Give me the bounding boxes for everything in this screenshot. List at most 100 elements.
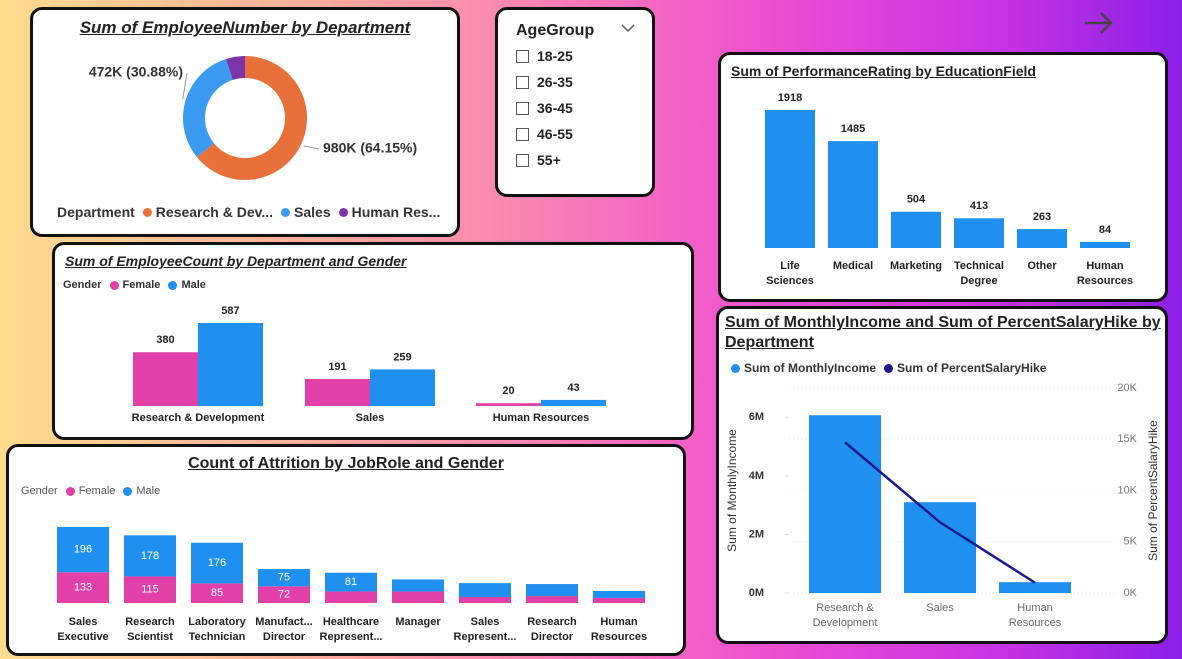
data-label: 75 bbox=[278, 572, 290, 584]
chart-title: Sum of EmployeeCount by Department and G… bbox=[65, 253, 407, 269]
legend-swatch bbox=[123, 486, 133, 496]
slicer-chevron[interactable] bbox=[620, 22, 636, 34]
category-label: Medical bbox=[832, 260, 874, 272]
bar bbox=[999, 582, 1071, 593]
legend-label: Research & Dev... bbox=[155, 204, 274, 220]
legend-label: Female bbox=[122, 279, 161, 291]
legend-label: Male bbox=[136, 485, 161, 497]
bar-segment bbox=[593, 590, 645, 598]
category-label: Sales Executive bbox=[57, 616, 109, 643]
pie-slice bbox=[225, 56, 245, 80]
legend-label: Human Res... bbox=[351, 204, 441, 220]
legend-label: Female bbox=[78, 485, 116, 497]
legend-swatch bbox=[142, 207, 152, 217]
slicer-title: AgeGroup bbox=[516, 22, 595, 39]
bar-segment bbox=[392, 579, 444, 592]
chart: 0K 5K 10K 15K 20K 0M 2M 4M 6M Sum of MonthlyIncom… bbox=[725, 382, 1160, 599]
y-tick-label: 0M bbox=[749, 587, 764, 599]
category-label: Research Director bbox=[527, 616, 577, 643]
bar-segment bbox=[526, 584, 578, 597]
y2-tick-label: 0K bbox=[1124, 587, 1138, 599]
legend: Sum of MonthlyIncome Sum of PercentSalary… bbox=[727, 361, 1046, 375]
category-label: Manager bbox=[395, 616, 441, 628]
slicer-item[interactable]: 26-35 bbox=[516, 69, 573, 95]
bar-segment bbox=[191, 583, 243, 603]
slicer-item-label: 18-25 bbox=[537, 48, 573, 64]
y-tick-label: 4M bbox=[749, 470, 764, 482]
donut-panel: Sum of EmployeeNumber by Department 980K… bbox=[30, 7, 460, 237]
legend-swatch bbox=[281, 207, 291, 217]
category-label: Human Resources bbox=[1076, 260, 1134, 287]
category-label: Laboratory Technician bbox=[188, 616, 246, 643]
legend-swatch bbox=[731, 363, 740, 373]
data-label: 84 bbox=[1099, 224, 1112, 236]
bar-segment bbox=[191, 542, 243, 584]
y2-tick-label: 20K bbox=[1117, 382, 1137, 394]
legend-label: Sales bbox=[294, 204, 331, 220]
data-label: 178 bbox=[141, 550, 159, 562]
y-tick-label: 6M bbox=[749, 411, 764, 423]
legend-label: Sum of MonthlyIncome bbox=[744, 361, 876, 375]
bar-segment bbox=[325, 572, 377, 592]
category-label: Marketing bbox=[890, 260, 942, 272]
legend-swatch bbox=[884, 363, 893, 373]
bar bbox=[891, 211, 941, 248]
income-panel: Sum of MonthlyIncome and Sum of PercentS… bbox=[716, 306, 1168, 644]
legend-swatch bbox=[109, 280, 119, 290]
checkbox bbox=[516, 127, 529, 141]
bar bbox=[370, 369, 435, 406]
data-label: 380 bbox=[156, 334, 174, 346]
bar bbox=[1017, 229, 1067, 248]
category-label: Human Resources bbox=[1008, 602, 1062, 629]
line-series bbox=[844, 441, 1036, 584]
bar bbox=[809, 415, 881, 593]
y2-tick-label: 10K bbox=[1117, 484, 1137, 496]
pie-slice bbox=[182, 59, 233, 158]
bar bbox=[305, 378, 370, 406]
y-tick-label: 2M bbox=[749, 528, 764, 540]
data-label: 196 bbox=[74, 544, 92, 556]
leader-line bbox=[303, 145, 320, 150]
category-label: Manufact... Director bbox=[255, 616, 313, 643]
bar-segment bbox=[124, 576, 176, 603]
data-label: 504 bbox=[907, 194, 926, 206]
data-label: 587 bbox=[221, 305, 239, 317]
y2-axis-title: Sum of PercentSalaryHike bbox=[1146, 420, 1160, 561]
data-label: 81 bbox=[345, 576, 357, 588]
legend-label: Male bbox=[181, 279, 206, 291]
data-label: 20 bbox=[502, 385, 514, 397]
slicer-item[interactable]: 46-55 bbox=[516, 121, 573, 147]
data-label: 1918 bbox=[778, 92, 802, 104]
bar-segment bbox=[57, 527, 109, 573]
bar bbox=[476, 403, 541, 406]
legend-swatch bbox=[168, 280, 178, 290]
data-label: 85 bbox=[211, 587, 223, 599]
pie-slice bbox=[196, 56, 307, 180]
category-label: Research & Development bbox=[131, 412, 265, 424]
chart: 980K (64.15%) 472K (30.88%) bbox=[89, 56, 417, 180]
category-label: Research Scientist bbox=[125, 616, 175, 643]
legend: Department Research & Dev... Sales Human Re… bbox=[57, 204, 440, 220]
legend-label: Sum of PercentSalaryHike bbox=[897, 361, 1047, 375]
bar bbox=[954, 218, 1004, 248]
slicer-item[interactable]: 36-45 bbox=[516, 95, 573, 121]
slicer-item[interactable]: 18-25 bbox=[516, 43, 573, 69]
next-arrow-icon[interactable] bbox=[1082, 8, 1116, 38]
category-label: Sales Represent... bbox=[453, 616, 517, 643]
bar-segment bbox=[325, 591, 377, 603]
bar bbox=[541, 399, 606, 406]
bar-segment bbox=[593, 597, 645, 603]
chart: 133 196 115 178 85 176 72 75 81 bbox=[57, 527, 645, 603]
chart: 380 587 191 259 20 43 bbox=[133, 305, 606, 406]
category-label: Research & Development bbox=[812, 602, 878, 629]
data-label: 176 bbox=[208, 557, 226, 569]
slicer-item[interactable]: 55+ bbox=[516, 147, 573, 173]
leader-line bbox=[182, 72, 188, 100]
bar bbox=[198, 323, 263, 406]
category-label: Healthcare Represent... bbox=[319, 616, 383, 643]
chart-title: Count of Attrition by JobRole and Gender bbox=[188, 455, 504, 472]
chart-title: Sum of MonthlyIncome and Sum of PercentS… bbox=[725, 314, 1161, 351]
age-group-slicer: AgeGroup 18-25 26-35 36-45 46-55 55+ bbox=[495, 7, 655, 197]
employee-count-panel: Sum of EmployeeCount by Department and G… bbox=[52, 242, 694, 440]
bar bbox=[1080, 241, 1130, 248]
